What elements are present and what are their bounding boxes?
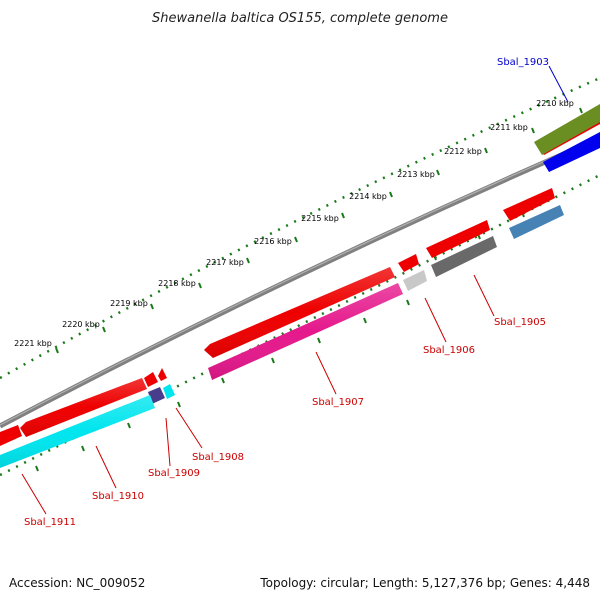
gene-bar-navy[interactable] bbox=[148, 387, 165, 404]
gene-bar-cyan-small[interactable] bbox=[163, 384, 175, 399]
gene-arrow-1909[interactable] bbox=[144, 372, 158, 387]
bar-shading bbox=[0, 267, 403, 468]
gene-arrow-1906b[interactable] bbox=[398, 254, 419, 272]
tick-label-2215: 2215 kbp bbox=[301, 214, 339, 223]
tick-label-2221: 2221 kbp bbox=[14, 339, 52, 348]
gene-bar-lightgray[interactable] bbox=[403, 270, 427, 291]
tick-label-2213: 2213 kbp bbox=[397, 170, 435, 179]
tick-label-2210: 2210 kbp bbox=[536, 99, 574, 108]
gene-label-sbal-1903[interactable]: Sbal_1903 bbox=[497, 57, 549, 68]
callout-lines bbox=[21, 65, 569, 515]
gene-arrow-1908[interactable] bbox=[158, 368, 167, 381]
gene-label-sbal-1909[interactable]: Sbal_1909 bbox=[148, 468, 200, 479]
gene-label-sbal-1908[interactable]: Sbal_1908 bbox=[192, 452, 244, 463]
tick-label-2211: 2211 kbp bbox=[490, 123, 528, 132]
tick-label-2214: 2214 kbp bbox=[349, 192, 387, 201]
map-title: Shewanella baltica OS155, complete genom… bbox=[152, 11, 448, 26]
gene-label-sbal-1911[interactable]: Sbal_1911 bbox=[24, 517, 76, 528]
genome-info-text: Topology: circular; Length: 5,127,376 bp… bbox=[259, 576, 590, 590]
gene-bar-steel[interactable] bbox=[509, 205, 564, 239]
gene-label-sbal-1907[interactable]: Sbal_1907 bbox=[312, 397, 364, 408]
gene-label-sbal-1905[interactable]: Sbal_1905 bbox=[494, 317, 546, 328]
outer-major-ticks bbox=[55, 107, 583, 354]
gene-bar-gray[interactable] bbox=[431, 236, 497, 277]
gene-bar-olive[interactable] bbox=[534, 104, 600, 155]
genome-backbone bbox=[0, 135, 600, 429]
gene-label-sbal-1910[interactable]: Sbal_1910 bbox=[92, 491, 144, 502]
gene-bar-blue[interactable] bbox=[543, 132, 600, 172]
gene-arrow-1905[interactable] bbox=[503, 188, 555, 221]
tick-label-2218: 2218 kbp bbox=[158, 279, 196, 288]
reverse-strand-genes bbox=[0, 104, 600, 468]
accession-text: Accession: NC_009052 bbox=[9, 576, 145, 590]
gene-label-sbal-1906[interactable]: Sbal_1906 bbox=[423, 345, 475, 356]
tick-label-2220: 2220 kbp bbox=[62, 320, 100, 329]
tick-label-2217: 2217 kbp bbox=[206, 258, 244, 267]
gene-arrow-1911[interactable] bbox=[0, 425, 22, 446]
tick-label-2212: 2212 kbp bbox=[444, 147, 482, 156]
tick-label-2219: 2219 kbp bbox=[110, 299, 148, 308]
gene-arrow-1906a[interactable] bbox=[426, 220, 490, 258]
tick-label-2216: 2216 kbp bbox=[254, 237, 292, 246]
